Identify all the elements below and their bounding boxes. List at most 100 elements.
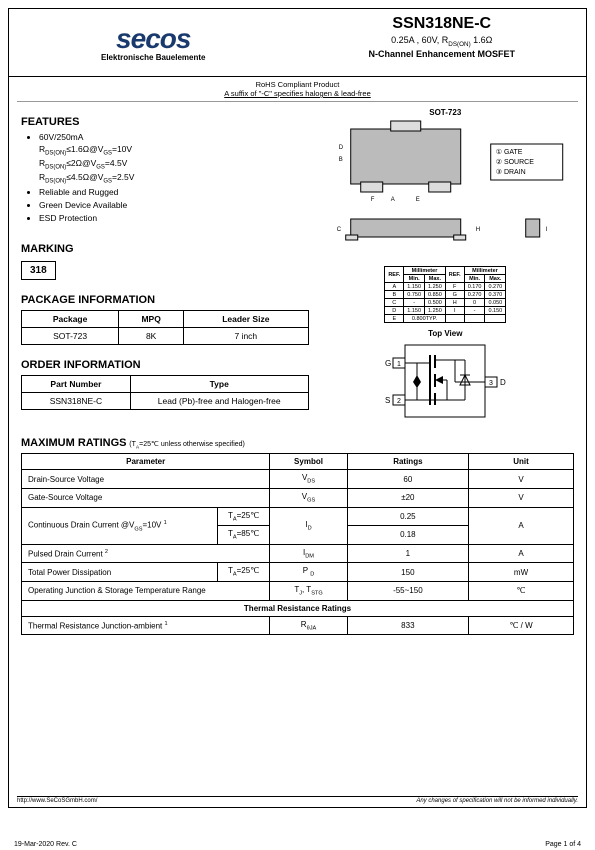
svg-text:G: G	[385, 359, 391, 368]
ratings-unit: ℃	[469, 581, 574, 600]
svg-text:E: E	[415, 197, 419, 203]
footer-page: Page 1 of 4	[545, 841, 581, 848]
package-info-table: Package MPQ Leader Size SOT-723 8K 7 inc…	[21, 310, 309, 345]
ratings-param: Pulsed Drain Current 2	[22, 544, 270, 563]
marking-code: 318	[21, 261, 56, 280]
ratings-unit: A	[469, 544, 574, 563]
rohs-line2: A suffix of "-C" specifies halogen & lea…	[17, 89, 578, 98]
footer-date-rev: 19-Mar-2020 Rev. C	[14, 841, 77, 848]
pkg-cell: SOT-723	[22, 327, 119, 344]
ratings-unit: mW	[469, 563, 574, 582]
svg-text:S: S	[385, 396, 390, 405]
svg-text:① GATE: ① GATE	[495, 148, 522, 156]
circuit-diagram: G1 S2 D3	[375, 340, 515, 425]
rohs-notice: RoHS Compliant Product A suffix of "-C" …	[17, 77, 578, 102]
svg-text:H: H	[475, 227, 479, 233]
max-ratings-title: MAXIMUM RATINGS	[21, 437, 127, 449]
outer-footer: 19-Mar-2020 Rev. C Page 1 of 4	[14, 841, 581, 848]
ratings-value: -55~150	[347, 581, 468, 600]
logo-cell: secos Elektronische Bauelemente	[9, 9, 298, 76]
package-info-title: PACKAGE INFORMATION	[21, 294, 309, 306]
ratings-unit: A	[469, 507, 574, 544]
pkg-header: Package	[22, 310, 119, 327]
svg-text:1: 1	[397, 361, 401, 368]
ratings-value: 0.18	[347, 526, 468, 545]
ratings-symbol: TJ, TSTG	[270, 581, 347, 600]
thermal-unit: ℃ / W	[469, 616, 574, 635]
svg-text:B: B	[338, 157, 342, 163]
ratings-cond: TA=25℃	[217, 507, 270, 526]
ratings-symbol: IDM	[270, 544, 347, 563]
features-title: FEATURES	[21, 116, 309, 128]
title-cell: SSN318NE-C 0.25A , 60V, RDS(ON) 1.6Ω N-C…	[298, 9, 587, 76]
inner-footer: http://www.SeCoSGmbH.com/ Any changes of…	[17, 796, 578, 804]
ratings-symbol: VDS	[270, 470, 347, 489]
order-info-title: ORDER INFORMATION	[21, 359, 309, 371]
package-outline-diagram: G D B F A E ① GATE ② SOURCE ③ DRAIN C H …	[317, 119, 574, 259]
marking-title: MARKING	[21, 243, 309, 255]
ratings-value: 60	[347, 470, 468, 489]
ratings-value: 150	[347, 563, 468, 582]
type-line: N-Channel Enhancement MOSFET	[304, 49, 581, 59]
ratings-param: Operating Junction & Storage Temperature…	[22, 581, 270, 600]
max-ratings-condition: (TA=25℃ unless otherwise specified)	[129, 441, 245, 448]
svg-text:I: I	[545, 227, 547, 233]
ratings-header: Unit	[469, 454, 574, 470]
ratings-symbol: P D	[270, 563, 347, 582]
package-type-label: SOT-723	[317, 108, 574, 117]
thermal-header: Thermal Resistance Ratings	[22, 600, 574, 616]
pkg-header: MPQ	[119, 310, 184, 327]
svg-text:F: F	[370, 197, 374, 203]
company-logo: secos	[116, 23, 190, 55]
svg-text:3: 3	[489, 380, 493, 387]
ratings-symbol: ID	[270, 507, 347, 544]
ratings-header: Ratings	[347, 454, 468, 470]
svg-text:C: C	[336, 227, 341, 233]
svg-text:G: G	[403, 119, 408, 121]
ratings-param: Gate-Source Voltage	[22, 488, 270, 507]
ratings-header: Parameter	[22, 454, 270, 470]
ratings-cond: TA=25℃	[217, 563, 270, 582]
svg-text:2: 2	[397, 398, 401, 405]
ratings-value: 0.25	[347, 507, 468, 526]
header-row: secos Elektronische Bauelemente SSN318NE…	[9, 9, 586, 77]
max-ratings-table: Parameter Symbol Ratings Unit Drain-Sour…	[21, 453, 574, 635]
ratings-value: 1	[347, 544, 468, 563]
thermal-symbol: RθJA	[270, 616, 347, 635]
order-header: Type	[130, 375, 308, 392]
part-number-title: SSN318NE-C	[304, 15, 581, 33]
ratings-unit: V	[469, 470, 574, 489]
pkg-cell: 7 inch	[184, 327, 308, 344]
ratings-value: ±20	[347, 488, 468, 507]
logo-subtitle: Elektronische Bauelemente	[101, 53, 205, 62]
order-cell: SSN318NE-C	[22, 392, 131, 409]
ratings-param: Continuous Drain Current @VGS=10V 1	[22, 507, 218, 544]
order-info-table: Part Number Type SSN318NE-C Lead (Pb)-fr…	[21, 375, 309, 410]
svg-text:D: D	[500, 378, 506, 387]
order-header: Part Number	[22, 375, 131, 392]
pkg-cell: 8K	[119, 327, 184, 344]
ratings-symbol: VGS	[270, 488, 347, 507]
feature-item: Reliable and Rugged	[39, 187, 309, 199]
feature-item: 60V/250mA RDS(ON)≤1.6Ω@VGS=10V RDS(ON)≤2…	[39, 132, 309, 186]
features-list: 60V/250mA RDS(ON)≤1.6Ω@VGS=10V RDS(ON)≤2…	[39, 132, 309, 225]
ratings-param: Total Power Dissipation	[22, 563, 218, 582]
pkg-header: Leader Size	[184, 310, 308, 327]
thermal-param: Thermal Resistance Junction-ambient 1	[22, 616, 270, 635]
thermal-value: 833	[347, 616, 468, 635]
top-view-label: Top View	[317, 329, 574, 338]
order-cell: Lead (Pb)-free and Halogen-free	[130, 392, 308, 409]
ratings-header: Symbol	[270, 454, 347, 470]
svg-text:A: A	[390, 197, 394, 203]
footer-disclaimer: Any changes of specification will not be…	[416, 798, 578, 804]
spec-line: 0.25A , 60V, RDS(ON) 1.6Ω	[304, 35, 581, 48]
ratings-param: Drain-Source Voltage	[22, 470, 270, 489]
svg-text:③ DRAIN: ③ DRAIN	[495, 168, 525, 176]
ratings-cond: TA=85℃	[217, 526, 270, 545]
footer-url: http://www.SeCoSGmbH.com/	[17, 798, 97, 804]
svg-text:D: D	[338, 145, 343, 151]
feature-item: ESD Protection	[39, 213, 309, 225]
ratings-unit: V	[469, 488, 574, 507]
feature-item: Green Device Available	[39, 200, 309, 212]
svg-text:② SOURCE: ② SOURCE	[495, 158, 533, 166]
